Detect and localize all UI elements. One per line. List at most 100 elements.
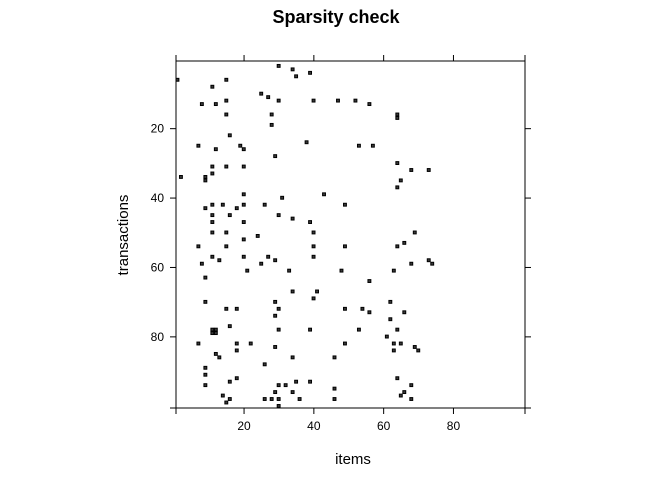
sparsity-cell [370, 143, 375, 148]
sparsity-cell [311, 254, 316, 259]
sparsity-cell [227, 397, 232, 401]
sparsity-cell [203, 372, 208, 377]
sparsity-cell [241, 147, 246, 152]
x-tick-label: 80 [447, 419, 461, 433]
x-ticks-top [175, 55, 526, 61]
y-ticks-right [525, 128, 531, 409]
sparsity-cell [224, 164, 229, 169]
sparsity-cell [234, 306, 239, 311]
sparsity-cell [426, 258, 431, 263]
sparsity-cell [395, 116, 400, 120]
sparsity-cell [409, 383, 414, 388]
sparsity-cell [234, 206, 239, 211]
sparsity-cell [367, 310, 372, 315]
sparsity-cell [213, 147, 218, 152]
sparsity-cell [308, 220, 313, 224]
sparsity-cell [175, 77, 180, 82]
y-tick-label: 20 [151, 122, 165, 136]
sparsity-cell [269, 122, 274, 127]
sparsity-cell [196, 341, 201, 346]
sparsity-cell [220, 202, 225, 207]
y-axis-label: transactions [115, 195, 132, 276]
sparsity-cell [308, 70, 313, 75]
sparsity-cell [203, 383, 208, 388]
sparsity-cell [178, 175, 183, 179]
sparsity-cell [199, 102, 204, 107]
sparsity-cell [395, 376, 400, 381]
sparsity-cell [245, 268, 250, 273]
sparsity-cell [391, 268, 396, 273]
y-tick-label: 60 [151, 260, 165, 274]
sparsity-cell [402, 390, 407, 395]
sparsity-cell [224, 77, 229, 82]
sparsity-cell [203, 206, 208, 211]
plot-panel [175, 60, 526, 409]
sparsity-cell [234, 376, 239, 381]
y-axis: 20 40 60 80 [151, 122, 176, 409]
sparsity-cell [273, 390, 278, 395]
sparsity-cell [353, 98, 358, 103]
sparsity-cell [395, 161, 400, 166]
x-tick-label: 20 [237, 419, 251, 433]
sparsity-cell [315, 289, 319, 294]
sparsity-cell [332, 355, 337, 360]
sparsity-cell [213, 331, 218, 336]
sparsity-cell [283, 383, 288, 388]
sparsity-cell [241, 237, 246, 242]
x-axis: 20 40 60 80 [175, 408, 526, 433]
sparsity-cell [266, 254, 271, 259]
sparsity-cell [294, 74, 299, 79]
sparsity-cell [367, 279, 372, 283]
sparsity-cell [409, 261, 414, 266]
sparsity-cell [402, 240, 407, 245]
sparsity-cell [395, 244, 400, 249]
sparsity-cell [398, 393, 403, 398]
sparsity-cell [402, 310, 407, 315]
sparsity-cell [409, 168, 414, 172]
sparsity-cell [203, 365, 208, 370]
sparsity-cell [395, 112, 400, 117]
sparsity-cell [290, 355, 295, 360]
sparsity-cell [203, 299, 208, 304]
sparsity-cell [210, 164, 215, 169]
sparsity-cell [220, 393, 225, 398]
sparsity-cell [343, 306, 347, 311]
x-axis-label: items [335, 451, 371, 468]
sparsity-cell [409, 397, 414, 401]
sparsity-cell [224, 306, 229, 311]
sparsity-cell [241, 192, 246, 197]
sparsity-cell [199, 261, 204, 266]
sparsity-cell [332, 386, 337, 391]
sparsity-cell [227, 379, 232, 384]
sparsity-cell [203, 178, 208, 183]
sparsity-cell [213, 102, 218, 107]
sparsity-cell [294, 379, 299, 384]
sparsity-cell [356, 327, 361, 332]
sparsity-cell [213, 327, 218, 332]
sparsity-cell [391, 341, 396, 346]
cells-layer [175, 63, 435, 408]
sparsity-cell [241, 202, 246, 207]
sparsity-cell [395, 185, 400, 190]
sparsity-cell [248, 341, 253, 346]
sparsity-cell [241, 254, 246, 259]
sparsity-cell [276, 63, 281, 68]
sparsity-cell [203, 175, 208, 179]
sparsity-cell [210, 202, 215, 207]
sparsity-cell [269, 112, 274, 117]
sparsity-cell [367, 102, 372, 107]
sparsity-cell [227, 324, 232, 329]
sparsity-cell [412, 345, 417, 349]
sparsity-cell [276, 327, 281, 332]
sparsity-cell [276, 306, 281, 311]
sparsity-cell [332, 397, 337, 401]
sparsity-cell [262, 397, 267, 401]
sparsity-cell [210, 254, 215, 259]
sparsity-cell [391, 348, 396, 353]
sparsity-cell [224, 244, 229, 249]
sparsity-cell [384, 334, 389, 339]
sparsity-cell [290, 216, 295, 221]
sparsity-cell [210, 331, 215, 336]
sparsity-cell [266, 95, 271, 100]
sparsity-cell [339, 268, 344, 273]
